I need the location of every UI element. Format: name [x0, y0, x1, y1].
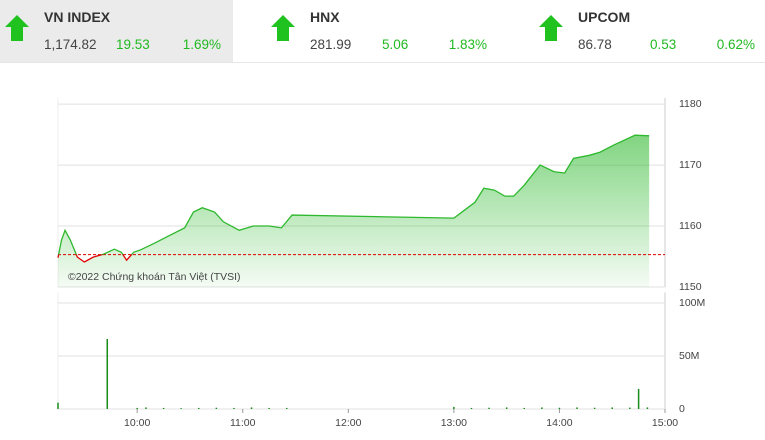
volume-bar: [215, 407, 218, 409]
up-arrow: [539, 15, 563, 41]
separator: [0, 62, 765, 63]
index-change: 5.06: [382, 37, 409, 52]
volume-bar: [145, 407, 147, 409]
volume-bar: [629, 407, 631, 409]
volume-bar: [233, 407, 235, 409]
index-name: VN INDEX: [44, 9, 111, 25]
y-tick-label: 1150: [679, 281, 702, 293]
index-value: 281.99: [310, 37, 352, 52]
index-percent: 1.69%: [182, 37, 221, 52]
x-tick-label: 11:00: [230, 417, 256, 429]
index-change: 19.53: [116, 37, 150, 52]
volume-bar: [268, 407, 270, 409]
up-arrow: [271, 15, 295, 41]
volume-bar: [180, 408, 182, 409]
x-tick-label: 12:00: [335, 417, 361, 429]
x-tick-label: 15:00: [652, 417, 678, 429]
annotation: ©2022 Chứng khoán Tân Việt (TVSI): [68, 271, 241, 283]
index-percent: 0.62%: [716, 37, 755, 52]
volume-bar: [136, 407, 138, 409]
volume-bar: [541, 407, 543, 409]
volume-bar: [523, 407, 525, 409]
y-tick-label: 0: [679, 403, 685, 415]
index-value: 1,174.82: [44, 37, 97, 52]
volume-bar: [558, 407, 561, 409]
volume-bar: [646, 407, 649, 409]
y-tick-label: 1170: [679, 159, 702, 171]
index-tile[interactable]: HNX 281.99 5.06 1.83%: [266, 0, 499, 62]
volume-bar: [488, 407, 490, 409]
volume-bar: [505, 407, 508, 409]
volume-bar: [106, 339, 109, 409]
up-arrow: [5, 15, 29, 41]
price-line: [57, 134, 650, 263]
index-change: 0.53: [650, 37, 677, 52]
x-tick-label: 10:00: [124, 417, 150, 429]
index-name: UPCOM: [578, 9, 631, 25]
index-tile[interactable]: UPCOM 86.78 0.53 0.62%: [534, 0, 765, 62]
y-tick-label: 100M: [679, 297, 705, 309]
x-tick-label: 13:00: [441, 417, 467, 429]
area: [58, 135, 650, 287]
volume-bar: [285, 407, 288, 409]
index-percent: 1.83%: [448, 37, 487, 52]
volume-bar: [198, 407, 200, 409]
volume-bar: [57, 402, 59, 409]
y-tick-label: 1180: [679, 98, 702, 110]
volume-bar: [611, 407, 613, 409]
volume-bar: [576, 407, 578, 409]
volume-bar: [593, 407, 596, 409]
x-tick-label: 14:00: [546, 417, 572, 429]
volume-bar: [453, 406, 455, 409]
volume-bar: [250, 407, 253, 409]
y-tick-label: 50M: [679, 350, 699, 362]
volume-bar: [162, 407, 165, 409]
volume-bar: [470, 407, 473, 409]
volume-bar: [637, 388, 640, 409]
index-value: 86.78: [578, 37, 612, 52]
index-tile[interactable]: VN INDEX 1,174.82 19.53 1.69%: [0, 0, 233, 62]
y-tick-label: 1160: [679, 220, 702, 232]
index-name: HNX: [310, 9, 340, 25]
